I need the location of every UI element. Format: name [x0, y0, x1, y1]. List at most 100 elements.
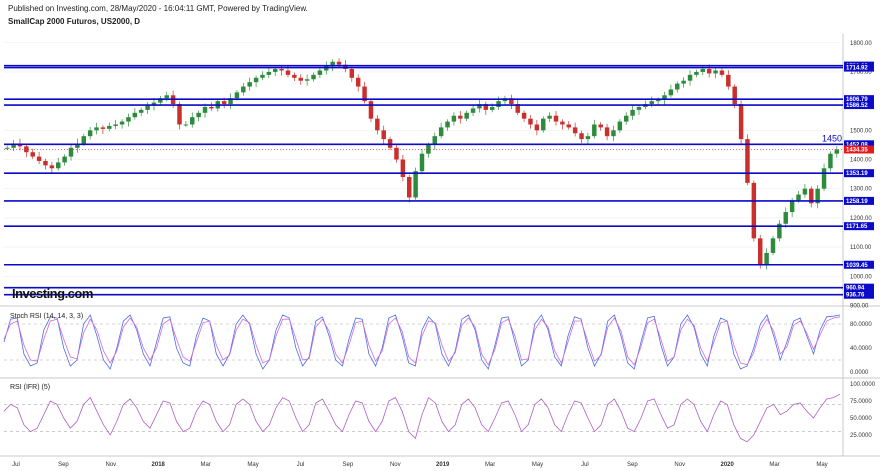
candle-body [681, 80, 686, 84]
horizontal-levels: 1721.681714.921606.791586.521452.081353.… [4, 61, 874, 299]
candle-body [330, 61, 335, 67]
candle-body [796, 194, 801, 201]
candle-body [789, 200, 795, 213]
candle-body [272, 69, 278, 72]
level-label: 936.76 [846, 293, 865, 299]
candle-body [317, 70, 323, 75]
chart-frame [0, 34, 880, 457]
price-y-tick: 1500.00 [850, 128, 872, 134]
candle-body [604, 127, 610, 137]
candle-body [81, 136, 87, 144]
candle-body [464, 112, 469, 119]
candle-body [694, 71, 699, 75]
candle-body [687, 74, 693, 81]
candle-body [700, 69, 706, 72]
price-y-tick: 900.00 [850, 303, 869, 309]
candle-body [113, 124, 118, 126]
last-price-tag [844, 145, 874, 154]
candle-body [87, 130, 93, 137]
stoch-y-tick: 80.0000 [850, 322, 872, 328]
candle-body [94, 127, 99, 131]
rsi-title: RSI (IFR) (5) [10, 384, 50, 391]
candle-body [655, 99, 661, 102]
x-tick-label: Nov [105, 462, 116, 468]
x-tick-label: Mar [485, 462, 495, 468]
price-y-tick: 1200.00 [850, 216, 872, 222]
candle-body [451, 115, 457, 122]
candle-body [279, 69, 284, 71]
candle-body [726, 74, 731, 87]
x-tick-label: May [532, 462, 543, 468]
rsi-y-tick: 25.0000 [850, 433, 872, 439]
candle-body [407, 177, 412, 198]
candle-body [381, 130, 386, 140]
candle-body [598, 124, 603, 128]
level-label: 1171.65 [846, 224, 868, 230]
candle-body [675, 83, 680, 90]
candle-body [713, 70, 718, 74]
candle-body [253, 77, 259, 83]
candle-body [177, 104, 182, 125]
level-label: 960.94 [846, 286, 865, 292]
candle-body [311, 74, 316, 80]
price-y-tick: 1300.00 [850, 187, 872, 193]
candle-body [477, 104, 482, 109]
x-tick-label: May [247, 462, 258, 468]
candle-body [56, 162, 61, 169]
candle-body [470, 108, 476, 113]
stoch-title: Stoch RSI (14, 14, 3, 3) [10, 313, 83, 320]
candle-body [757, 238, 763, 265]
x-tick-label: 2020 [720, 462, 734, 468]
candle-body [515, 104, 520, 113]
candle-body [783, 212, 788, 224]
level-annotation: 1450 [822, 134, 842, 144]
candle-body [260, 74, 265, 78]
candle-body [745, 139, 750, 183]
candle-body [119, 121, 125, 125]
price-y-tick: 1000.00 [850, 274, 872, 280]
stoch-d-line [3, 316, 841, 366]
candle-body [534, 124, 540, 131]
candle-body [623, 115, 629, 122]
candle-body [821, 168, 827, 189]
candle-body [36, 156, 42, 161]
candle-body [30, 152, 35, 157]
x-tick-label: Sep [343, 462, 354, 468]
level-tag [844, 101, 874, 110]
level-label: 1586.52 [846, 103, 868, 109]
candle-body [241, 86, 246, 93]
candle-body [190, 117, 195, 125]
stoch-k-line [3, 314, 841, 370]
candle-body [400, 159, 406, 178]
stoch-rsi-panel: 80.0000 40.0000 0.0000 [3, 314, 872, 376]
level-tag [844, 196, 874, 205]
candle-body [770, 238, 776, 253]
candle-body [630, 109, 635, 116]
candle-body [413, 171, 418, 198]
candle-body [43, 160, 48, 166]
price-y-tick: 1700.00 [850, 70, 872, 76]
level-tag [844, 260, 874, 269]
rsi-line [3, 393, 841, 443]
level-label: 1353.19 [846, 171, 868, 177]
candle-body [164, 95, 169, 99]
candle-body [445, 121, 450, 128]
candle-body [426, 144, 431, 154]
candle-body [266, 71, 272, 75]
candle-body [496, 101, 501, 107]
candle-body [458, 115, 463, 119]
chart-title: SmallCap 2000 Futuros, US2000, D [8, 17, 141, 26]
level-tag [844, 63, 874, 72]
candle-body [668, 89, 674, 96]
candle-body [387, 139, 393, 148]
candle-body [732, 86, 737, 105]
x-tick-label: 2019 [436, 462, 450, 468]
candle-body [292, 74, 297, 78]
level-tag [844, 222, 874, 231]
candle-body [432, 136, 437, 145]
candle-body [234, 92, 240, 99]
candle-body [285, 70, 291, 75]
level-tag [844, 283, 874, 292]
candle-body [158, 98, 163, 103]
